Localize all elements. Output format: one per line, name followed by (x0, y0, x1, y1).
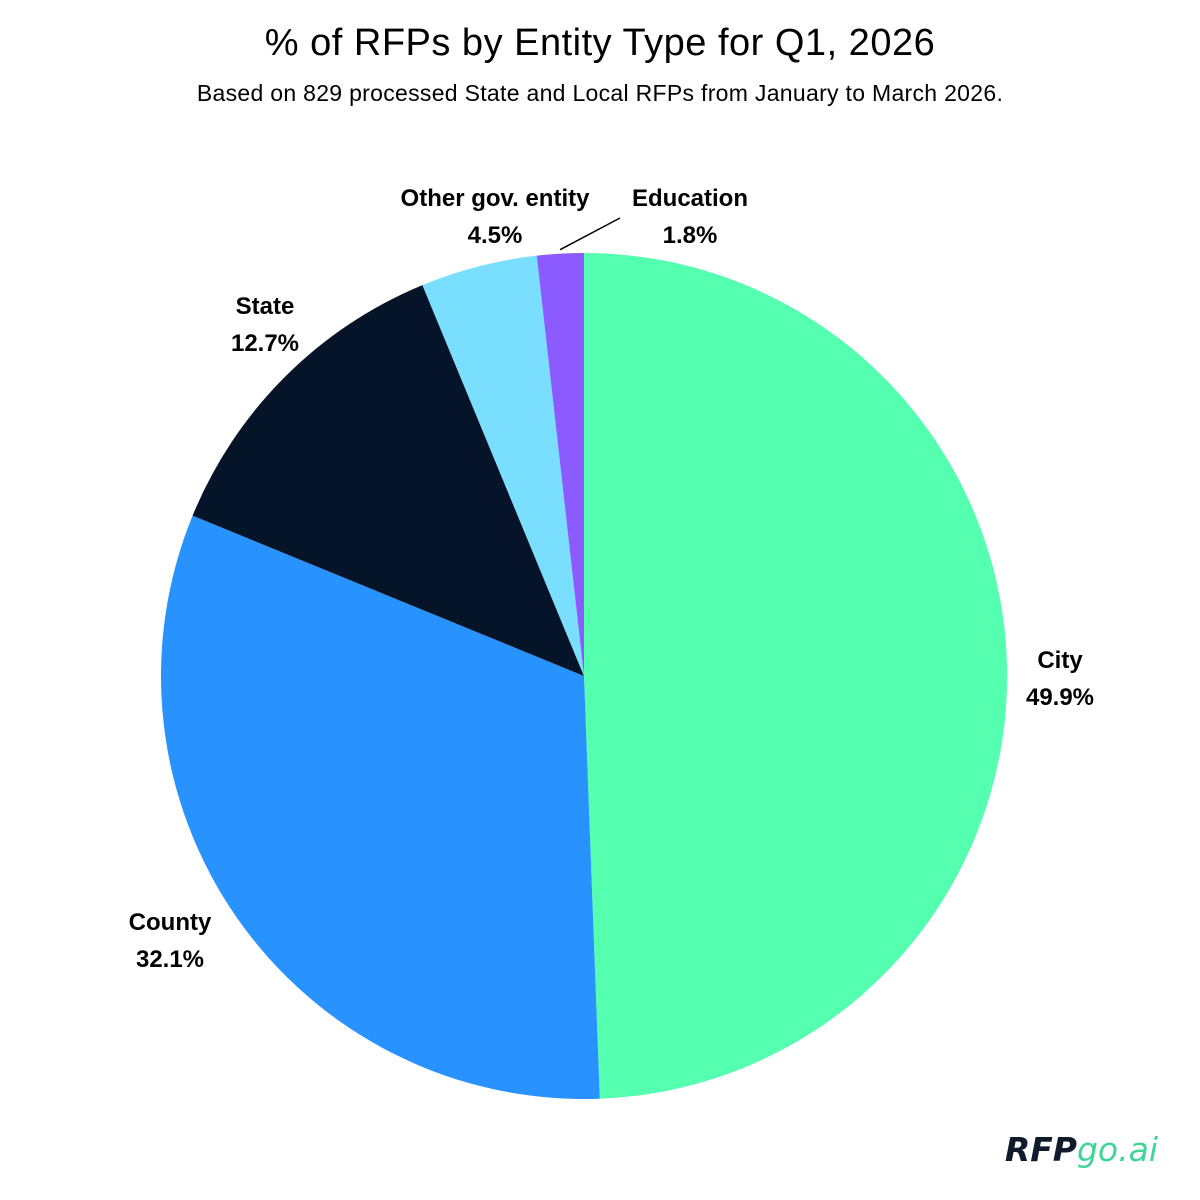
pie-slice-education (536, 253, 584, 676)
brand-logo: RFPgo.ai (1005, 1130, 1158, 1170)
slice-value-other-gov-entity: 4.5% (468, 222, 523, 249)
pie-slice-state (192, 285, 584, 676)
slice-label-education: Education (632, 185, 748, 212)
slice-label-county: County (129, 909, 212, 936)
slice-value-county: 32.1% (136, 946, 204, 973)
pie-slice-county (160, 515, 600, 1100)
leader-line-education (559, 217, 621, 251)
slice-value-city: 49.9% (1026, 684, 1094, 711)
slice-label-state: State (236, 293, 295, 320)
chart-title: % of RFPs by Entity Type for Q1, 2026 (264, 22, 936, 64)
brand-logo-part1: RFP (1004, 1130, 1077, 1169)
slice-value-education: 1.8% (663, 222, 718, 249)
brand-logo-part2: go.ai (1076, 1130, 1158, 1169)
slice-label-other-gov-entity: Other gov. entity (401, 185, 591, 212)
slice-value-state: 12.7% (231, 330, 299, 357)
slice-label-city: City (1037, 647, 1083, 674)
pie-slice-other-gov-entity (422, 255, 584, 676)
chart-subtitle: Based on 829 processed State and Local R… (196, 80, 1004, 106)
pie-slice-city (584, 252, 1008, 1099)
